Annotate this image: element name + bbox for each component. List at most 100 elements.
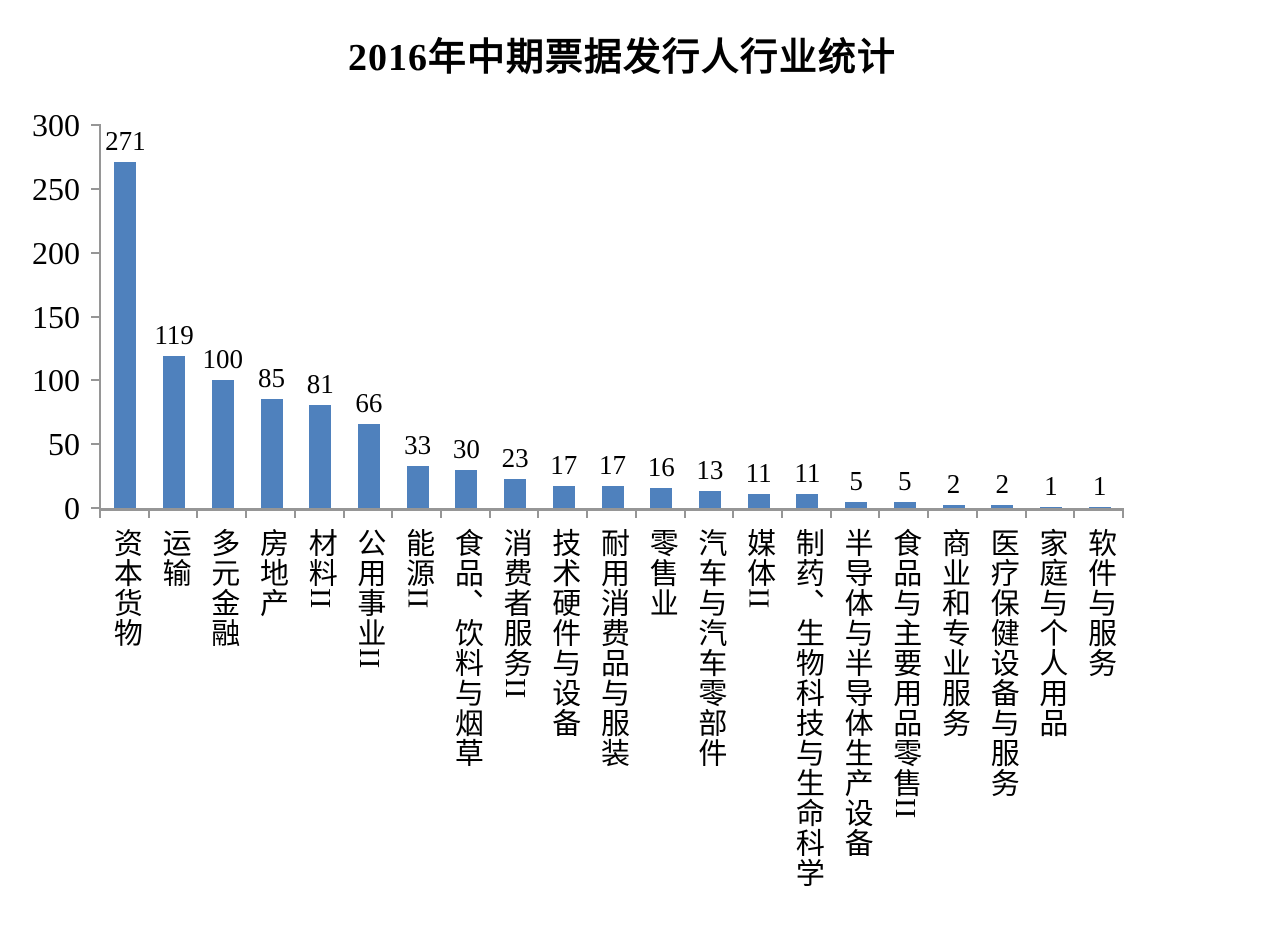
y-axis-tick-mark bbox=[91, 443, 101, 446]
y-axis-tick-mark bbox=[91, 251, 101, 254]
bar bbox=[650, 487, 673, 508]
bar-value-label: 5 bbox=[898, 465, 912, 496]
x-axis-tick-mark bbox=[634, 508, 637, 518]
y-axis-tick-label: 200 bbox=[32, 234, 80, 271]
y-axis-tick-label: 300 bbox=[32, 107, 80, 143]
y-axis-tick-mark bbox=[91, 507, 101, 509]
category-label: 消费者服务II bbox=[499, 528, 532, 700]
bar bbox=[406, 465, 429, 508]
bar bbox=[796, 493, 819, 508]
bar bbox=[211, 380, 234, 508]
category-label: 房地产 bbox=[255, 528, 288, 618]
category-label: 耐用消费品与服装 bbox=[596, 528, 629, 768]
bar-value-label: 23 bbox=[501, 442, 529, 473]
bar-value-label: 1 bbox=[1092, 470, 1107, 501]
bar-value-label: 85 bbox=[258, 363, 285, 394]
category-label: 家庭与个人用品 bbox=[1034, 528, 1067, 738]
category-label: 能源II bbox=[401, 528, 434, 610]
x-axis-tick-mark bbox=[732, 508, 735, 518]
bar bbox=[991, 505, 1014, 508]
y-axis-tick-mark bbox=[91, 187, 101, 190]
category-label: 汽车与汽车零部件 bbox=[693, 528, 726, 768]
y-axis-tick-mark bbox=[91, 379, 101, 382]
category-label: 零售业 bbox=[645, 528, 678, 618]
category-label: 材料II bbox=[304, 528, 337, 610]
bar bbox=[552, 486, 575, 508]
y-axis-tick-label: 150 bbox=[32, 298, 80, 335]
bar-value-label: 11 bbox=[794, 457, 821, 488]
bar-value-label: 2 bbox=[946, 469, 961, 500]
x-axis-tick-mark bbox=[1073, 508, 1076, 518]
x-axis-tick-mark bbox=[342, 508, 345, 518]
y-axis-tick-label: 100 bbox=[32, 362, 80, 399]
category-label: 食品与主要用品零售II bbox=[888, 528, 921, 820]
bar bbox=[1039, 506, 1062, 508]
x-axis-tick-mark bbox=[245, 508, 248, 518]
x-axis-tick-mark bbox=[781, 508, 783, 518]
category-label: 公用事业II bbox=[352, 528, 385, 670]
x-axis-tick-mark bbox=[586, 508, 589, 518]
category-label: 运输 bbox=[158, 528, 191, 588]
bar bbox=[1088, 506, 1111, 508]
bar bbox=[455, 469, 478, 508]
bar bbox=[601, 486, 624, 508]
category-label: 商业和专业服务 bbox=[937, 528, 970, 738]
category-label: 多元金融 bbox=[206, 528, 239, 648]
bar-value-label: 17 bbox=[599, 450, 626, 481]
category-label: 技术硬件与设备 bbox=[547, 528, 580, 738]
category-label: 媒体II bbox=[742, 528, 775, 610]
x-axis-tick-mark bbox=[391, 508, 394, 518]
category-label: 软件与服务 bbox=[1083, 528, 1116, 678]
bar-value-label: 11 bbox=[745, 457, 772, 488]
x-axis-tick-mark bbox=[683, 508, 686, 518]
category-label: 半导体与半导体生产设备 bbox=[840, 528, 873, 858]
chart-title: 2016年中期票据发行人行业统计 bbox=[347, 37, 896, 79]
x-axis-tick-mark bbox=[147, 508, 150, 518]
y-axis-tick-mark bbox=[91, 315, 101, 318]
category-label: 制药、生物科技与生命科学 bbox=[791, 528, 824, 888]
bar-value-label: 33 bbox=[404, 429, 432, 460]
bar-value-label: 66 bbox=[355, 387, 383, 418]
x-axis-tick-mark bbox=[1122, 508, 1124, 518]
bar-value-label: 271 bbox=[105, 126, 146, 157]
y-axis-tick-label: 250 bbox=[32, 170, 80, 207]
bar-value-label: 5 bbox=[849, 465, 863, 496]
category-label: 医疗保健设备与服务 bbox=[986, 528, 1019, 798]
x-axis-tick-mark bbox=[196, 508, 199, 518]
bar bbox=[747, 493, 770, 508]
bar bbox=[698, 491, 721, 508]
bar bbox=[260, 399, 283, 508]
bar bbox=[893, 501, 916, 508]
x-axis-tick-mark bbox=[927, 508, 930, 518]
bar bbox=[309, 404, 332, 508]
x-axis-tick-mark bbox=[878, 508, 881, 518]
bar-value-label: 100 bbox=[202, 344, 244, 375]
x-axis-tick-mark bbox=[488, 508, 491, 518]
x-axis-tick-mark bbox=[293, 508, 296, 518]
bar-value-label: 30 bbox=[452, 433, 480, 464]
bar-value-label: 2 bbox=[995, 469, 1009, 500]
bar bbox=[114, 162, 137, 508]
y-axis-tick-mark bbox=[91, 124, 101, 126]
x-axis-tick-mark bbox=[99, 508, 101, 518]
bar-value-label: 17 bbox=[550, 450, 578, 481]
x-axis-tick-mark bbox=[975, 508, 978, 518]
bar bbox=[163, 356, 186, 508]
x-axis-line bbox=[99, 508, 1124, 511]
bar bbox=[504, 478, 527, 508]
bar bbox=[357, 423, 380, 508]
bar-value-label: 1 bbox=[1044, 470, 1058, 501]
category-label: 资本货物 bbox=[109, 528, 142, 648]
bar bbox=[845, 501, 868, 508]
bar-value-label: 81 bbox=[306, 368, 334, 399]
x-axis-tick-mark bbox=[440, 508, 442, 518]
x-axis-tick-mark bbox=[537, 508, 540, 518]
bar-value-label: 119 bbox=[154, 320, 194, 351]
y-axis-tick-label: 0 bbox=[64, 490, 80, 526]
bar-value-label: 13 bbox=[696, 455, 724, 486]
bar bbox=[942, 505, 965, 508]
category-label: 食品、饮料与烟草 bbox=[450, 528, 483, 768]
x-axis-tick-mark bbox=[829, 508, 832, 518]
